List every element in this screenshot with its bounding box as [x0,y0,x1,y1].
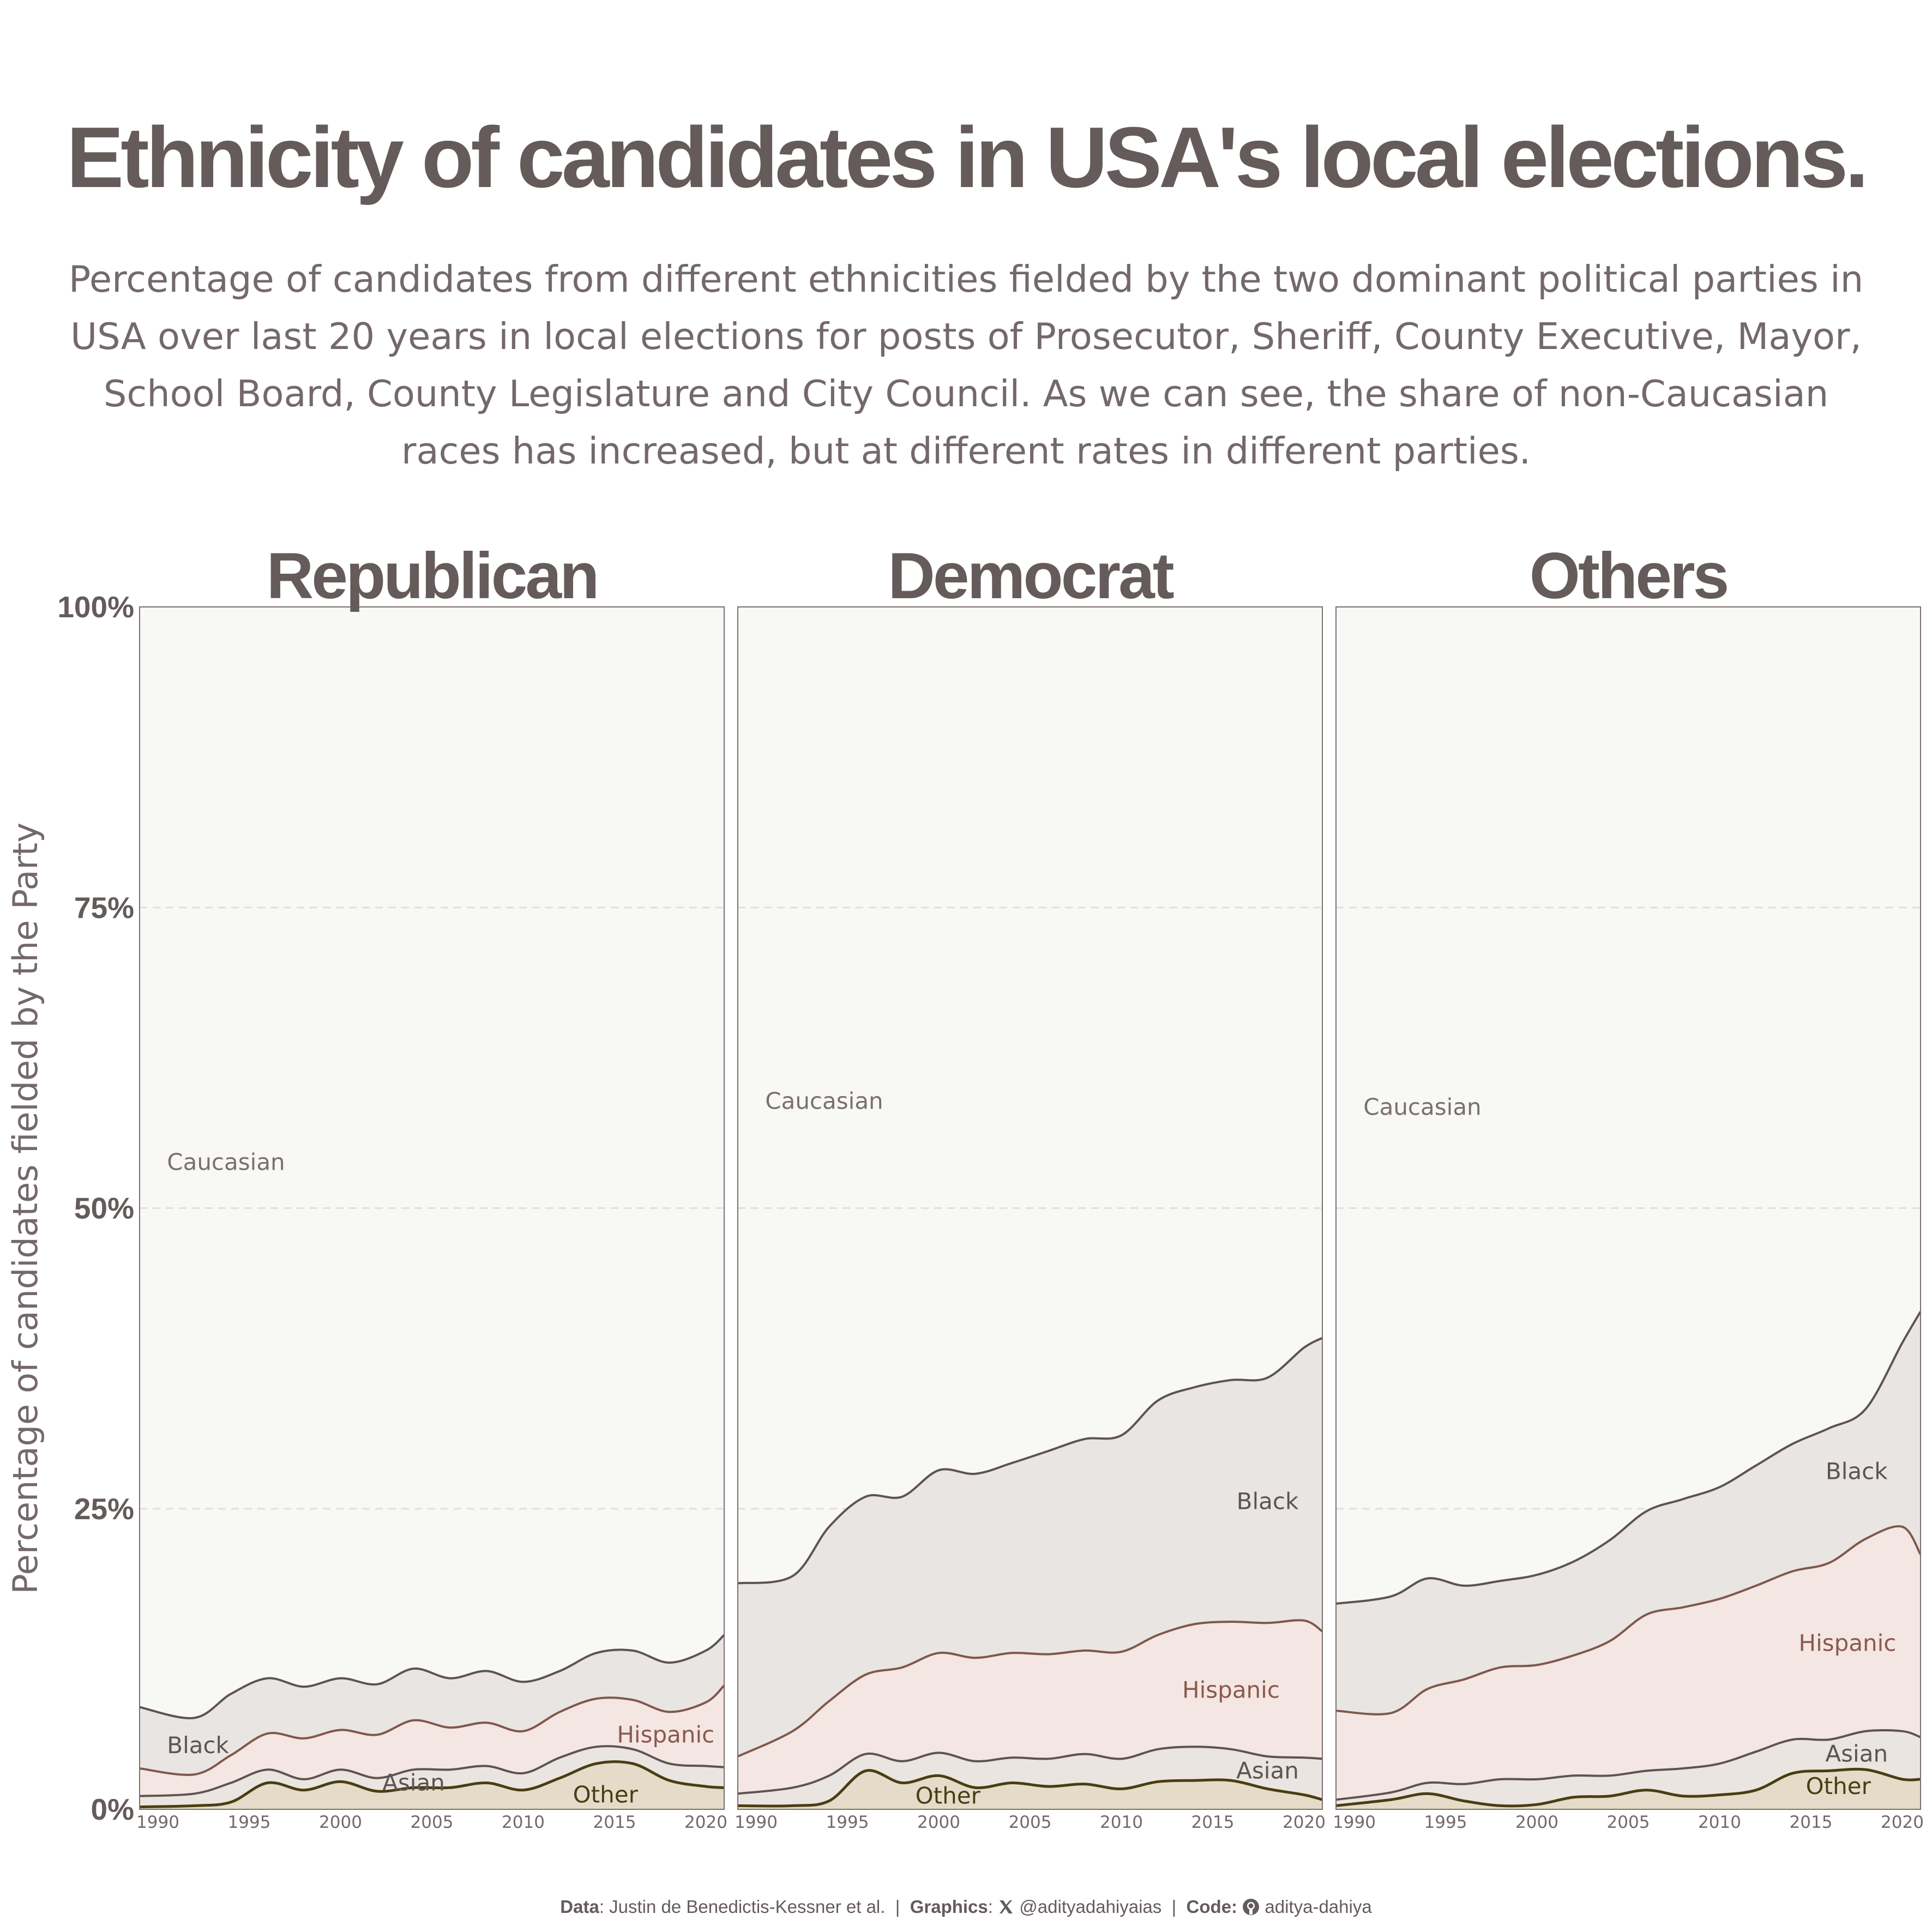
x-tick-label: 2015 [1191,1813,1235,1832]
other-line [737,1769,1323,1808]
caption-separator: | [890,1897,905,1917]
x-tick-label: 2005 [411,1813,454,1832]
other-line [1335,1767,1921,1808]
x-tick-label: 2015 [1790,1813,1833,1832]
caption: Data: Justin de Benedictis-Kessner et al… [560,1897,1372,1917]
series-label-other: Other [916,1783,981,1809]
series-label-other: Other [1806,1773,1871,1799]
series-label-hispanic: Hispanic [1799,1630,1897,1657]
x-tick-label: 1995 [826,1813,869,1832]
series-label-other: Other [573,1781,639,1808]
other-area [140,1761,724,1809]
black-line [139,1634,725,1719]
panel-border [1335,606,1921,1810]
x-tick-label: 2000 [1515,1813,1558,1832]
github-icon [1242,1897,1260,1917]
asian-line [139,1745,725,1797]
y-axis-label: Percentage of candidates fielded by the … [5,822,45,1594]
x-tick-label: 2000 [319,1813,362,1832]
x-tick-label: 2020 [1283,1813,1326,1832]
x-tick-label: 2020 [684,1813,727,1832]
chart-title: Ethnicity of candidates in USA's local e… [66,110,1869,206]
black-line [1335,1311,1922,1605]
y-tick-label: 0% [91,1792,135,1826]
hispanic-line [737,1619,1323,1758]
panel-title: Republican [267,539,598,612]
asian-line [1335,1729,1921,1801]
x-tick-label: 1990 [735,1813,778,1832]
chart-subtitle: Percentage of candidates from different … [68,258,1864,472]
series-label-caucasian: Caucasian [167,1149,285,1176]
hispanic-area [1336,1526,1921,1809]
series-label-asian: Asian [1825,1741,1888,1767]
x-tick-label: 2010 [1100,1813,1143,1832]
caption-data-source: : Justin de Benedictis-Kessner et al. [599,1897,886,1917]
y-axis-ticks: 0% 25% 50% 75% 100% [57,590,134,1826]
x-tick-label: 2005 [1009,1813,1052,1832]
caption-graphics-handle: @adityadahiyaias [1019,1897,1162,1917]
hispanic-line [139,1684,725,1776]
panel-border [139,606,725,1810]
series-label-hispanic: Hispanic [1182,1677,1280,1704]
y-tick-label: 75% [74,890,134,924]
other-line [139,1760,725,1809]
other-area [738,1770,1322,1809]
x-tick-label: 2010 [1698,1813,1741,1832]
hispanic-line [1335,1525,1922,1716]
series-label-black: Black [1826,1458,1888,1484]
x-logo-icon [998,1897,1014,1917]
series-label-caucasian: Caucasian [765,1087,883,1114]
x-tick-label: 2000 [917,1813,960,1832]
panel-others: Others 1990 1995 2000 2005 2010 2015 2020 Caucas… [1333,539,1924,1832]
panel-democrat: Democrat 1990 1995 2000 2005 2010 2015 2020 Cauc… [735,539,1326,1832]
x-tick-label: 1995 [228,1813,271,1832]
series-label-caucasian: Caucasian [1363,1093,1481,1120]
x-tick-label: 2015 [593,1813,636,1832]
series-label-asian: Asian [382,1769,445,1796]
x-tick-label: 1995 [1424,1813,1467,1832]
black-line [737,1337,1323,1585]
caption-code-label: Code: [1186,1897,1238,1917]
asian-line [737,1746,1323,1795]
caption-data-label: Data [560,1897,599,1917]
panel-republican: Republican 1990 1995 2000 2005 2010 2015 2020 Ca… [136,539,727,1832]
series-label-black: Black [1237,1488,1299,1515]
panel-border [737,606,1323,1810]
caption-code-handle: aditya-dahiya [1265,1897,1372,1917]
x-tick-label: 1990 [136,1813,179,1832]
series-label-hispanic: Hispanic [617,1721,714,1748]
series-label-black: Black [167,1732,229,1759]
x-tick-label: 2020 [1881,1813,1924,1832]
panel-title: Democrat [888,539,1174,612]
caption-separator: | [1166,1897,1182,1917]
x-tick-label: 2010 [502,1813,545,1832]
y-tick-label: 100% [57,590,134,624]
panel-title: Others [1530,539,1728,612]
y-tick-label: 25% [74,1492,134,1526]
x-tick-label: 2005 [1607,1813,1650,1832]
x-tick-label: 1990 [1333,1813,1376,1832]
other-area [1336,1769,1921,1809]
series-label-asian: Asian [1236,1757,1299,1784]
caption-graphics-label: Graphics [910,1897,988,1917]
facet-panels: Republican 1990 1995 2000 2005 2010 2015 2020 Ca… [136,539,1924,1832]
y-tick-label: 50% [74,1191,134,1225]
